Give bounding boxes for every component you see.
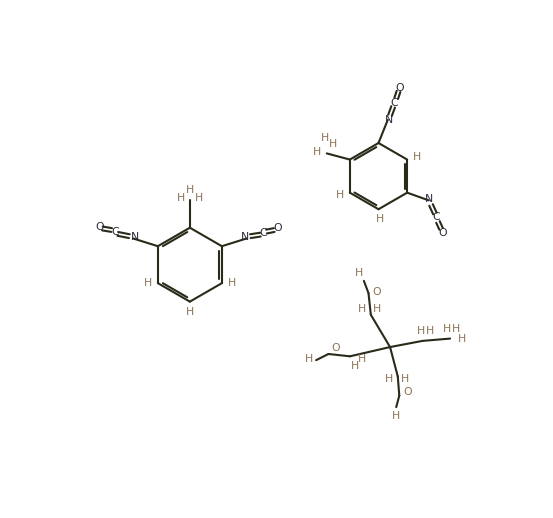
Text: H: H <box>413 152 421 162</box>
Text: O: O <box>95 222 103 232</box>
Text: H: H <box>357 305 366 314</box>
Text: O: O <box>332 343 341 353</box>
Text: O: O <box>404 387 412 397</box>
Text: H: H <box>195 193 203 203</box>
Text: C: C <box>259 228 267 238</box>
Text: H: H <box>355 268 363 278</box>
Text: H: H <box>452 324 461 334</box>
Text: H: H <box>186 307 194 316</box>
Text: H: H <box>458 334 467 343</box>
Text: H: H <box>321 133 330 143</box>
Text: H: H <box>314 147 322 157</box>
Text: H: H <box>305 354 314 364</box>
Text: N: N <box>241 232 249 242</box>
Text: N: N <box>425 194 433 204</box>
Text: C: C <box>432 212 440 222</box>
Text: H: H <box>358 354 367 364</box>
Text: H: H <box>376 214 384 224</box>
Text: H: H <box>426 326 434 336</box>
Text: H: H <box>176 193 185 203</box>
Text: O: O <box>273 223 281 234</box>
Text: H: H <box>186 185 194 195</box>
Text: H: H <box>373 305 381 314</box>
Text: O: O <box>396 82 404 93</box>
Text: H: H <box>392 411 400 421</box>
Text: N: N <box>131 232 139 242</box>
Text: C: C <box>391 98 399 108</box>
Text: H: H <box>417 326 425 336</box>
Text: O: O <box>439 228 447 238</box>
Text: H: H <box>336 190 344 200</box>
Text: H: H <box>351 361 359 370</box>
Text: C: C <box>111 227 118 237</box>
Text: H: H <box>384 373 393 384</box>
Text: H: H <box>443 324 451 334</box>
Text: H: H <box>144 278 152 288</box>
Text: O: O <box>372 286 380 297</box>
Text: H: H <box>228 278 236 288</box>
Text: H: H <box>401 373 410 384</box>
Text: H: H <box>329 139 337 149</box>
Text: N: N <box>385 115 393 125</box>
